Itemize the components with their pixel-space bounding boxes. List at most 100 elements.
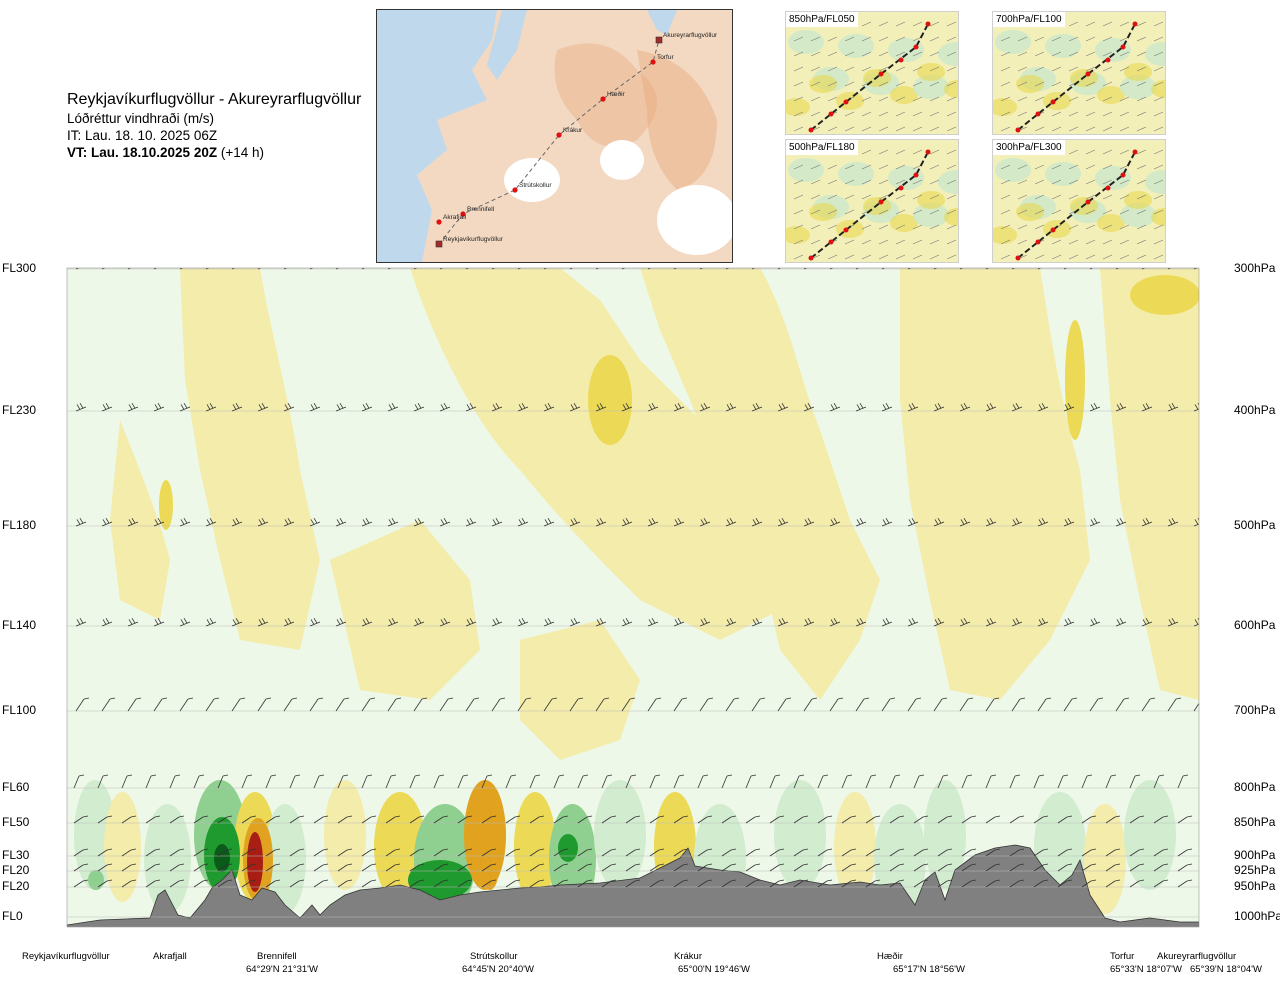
wind-barb xyxy=(803,617,815,627)
wind-barb xyxy=(933,517,945,527)
updraft-area xyxy=(330,520,480,700)
wind-barb xyxy=(881,402,893,412)
wind-barb xyxy=(803,697,818,712)
wind-barb xyxy=(777,402,789,412)
wind-barb xyxy=(777,617,789,627)
location-name: Krákur xyxy=(674,951,702,962)
wind-barb xyxy=(231,697,246,712)
wind-barb xyxy=(73,848,89,857)
wind-barb xyxy=(1081,863,1097,872)
wind-barb xyxy=(361,863,377,872)
wind-barb xyxy=(529,774,541,789)
wind-barb xyxy=(1177,863,1193,872)
flight-level-label: FL300 xyxy=(2,261,37,275)
wind-barb xyxy=(257,268,262,270)
vertical-motion-cell xyxy=(264,804,306,914)
wind-barb xyxy=(933,402,945,412)
updraft-cell xyxy=(1065,320,1085,440)
wind-barb xyxy=(257,402,269,412)
wind-barb xyxy=(621,268,626,270)
wind-barb xyxy=(697,863,713,872)
wind-barb xyxy=(481,815,497,824)
wind-barb xyxy=(721,863,737,872)
wind-barb xyxy=(335,617,347,627)
waypoint-marker xyxy=(436,219,442,225)
wind-barb xyxy=(385,863,401,872)
wind-barb xyxy=(1089,517,1101,527)
wind-barb xyxy=(409,815,425,824)
wind-barb xyxy=(1037,402,1049,412)
wind-barb xyxy=(50,849,64,856)
wind-barb xyxy=(217,848,233,857)
wind-barb xyxy=(1129,815,1145,824)
wind-barb xyxy=(97,815,113,824)
wind-barb xyxy=(569,517,581,527)
location-name: Strútskollur xyxy=(470,951,518,962)
wind-barb xyxy=(97,863,113,872)
wind-barb xyxy=(1033,848,1049,857)
wind-barb xyxy=(193,848,209,857)
pressure-level-label: 500hPa xyxy=(1234,518,1276,532)
wind-barb xyxy=(127,268,132,270)
updraft-area xyxy=(180,268,320,650)
wind-barb xyxy=(75,617,87,627)
wind-barb xyxy=(241,848,257,857)
wind-barb xyxy=(577,848,593,857)
wind-barb xyxy=(1129,848,1145,857)
wind-barb xyxy=(145,815,161,824)
wind-barb xyxy=(231,268,236,270)
wind-barb xyxy=(409,774,421,789)
flight-level-label: FL20 xyxy=(2,863,30,877)
wind-barb xyxy=(145,879,161,888)
wind-barb xyxy=(829,697,844,712)
wind-barb xyxy=(121,879,137,888)
wind-barb xyxy=(1057,848,1073,857)
wind-barb xyxy=(361,617,373,627)
highland xyxy=(554,43,657,147)
wind-barb xyxy=(413,402,425,412)
updraft-core xyxy=(480,830,500,890)
wind-barb xyxy=(699,268,704,270)
wind-barb xyxy=(769,863,785,872)
wind-barb xyxy=(387,617,399,627)
wind-barb xyxy=(1033,879,1049,888)
wind-barb xyxy=(217,879,233,888)
wind-barb xyxy=(50,880,64,887)
wind-barb xyxy=(793,879,809,888)
wind-barb xyxy=(817,815,833,824)
pressure-level-label: 300hPa xyxy=(1234,261,1276,275)
wind-barb xyxy=(913,848,929,857)
pressure-level-label: 850hPa xyxy=(1234,815,1276,829)
wind-barb xyxy=(621,697,636,712)
wind-barb xyxy=(385,774,397,789)
wind-barb xyxy=(387,517,399,527)
wind-barb xyxy=(517,617,529,627)
wind-barb xyxy=(1167,697,1182,712)
wind-barb xyxy=(889,774,901,789)
vertical-motion-cell xyxy=(924,780,966,890)
downdraft-core xyxy=(558,834,578,862)
wind-barb xyxy=(937,879,953,888)
waypoint-label: Reykjavíkurflugvöllur xyxy=(443,236,504,243)
wind-barb xyxy=(505,863,521,872)
wind-barb xyxy=(1153,848,1169,857)
wind-barb xyxy=(385,815,401,824)
wind-barb xyxy=(881,697,896,712)
wind-barb xyxy=(1063,402,1075,412)
wind-barb xyxy=(829,517,841,527)
wind-barb xyxy=(1033,863,1049,872)
wind-barb xyxy=(121,863,137,872)
wind-barb xyxy=(517,402,529,412)
wind-barb xyxy=(361,848,377,857)
wind-barb xyxy=(649,863,665,872)
wind-barb xyxy=(817,848,833,857)
wind-barb xyxy=(937,815,953,824)
wind-barb xyxy=(1115,402,1127,412)
wind-barb xyxy=(50,403,60,411)
location-coordinate: 65°17'N 18°56'W xyxy=(893,964,965,975)
wind-barb xyxy=(193,815,209,824)
wind-barb xyxy=(751,402,763,412)
wind-barb xyxy=(481,774,493,789)
wind-barb xyxy=(985,848,1001,857)
wind-barb xyxy=(289,848,305,857)
